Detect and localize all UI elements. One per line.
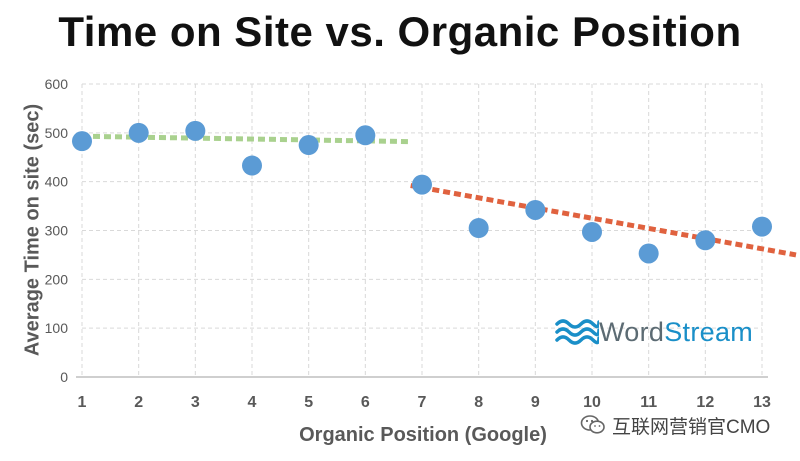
watermark-text: 互联网营销官CMO [612,416,771,438]
x-tick-labels: 1 2 3 4 5 6 7 8 9 10 11 12 13 [78,394,771,411]
chart-title: Time on Site vs. Organic Position [58,8,742,55]
watermark: 互联网营销官CMO [580,412,770,438]
data-point [242,155,262,176]
x-tick-label: 8 [474,394,483,411]
x-tick-label: 1 [78,394,87,411]
waves-icon [555,319,599,345]
y-tick-label: 600 [45,76,69,92]
y-tick-label: 100 [45,320,69,336]
y-tick-label: 400 [45,174,69,190]
x-tick-label: 4 [248,394,257,411]
x-tick-label: 3 [191,394,200,411]
x-tick-label: 5 [304,394,313,411]
trendlines [81,133,797,258]
data-point [412,174,432,195]
y-axis-label: Average Time on site (sec) [21,103,44,357]
x-tick-label: 6 [361,394,370,411]
x-tick-label: 12 [696,394,714,411]
data-point [638,243,659,264]
x-axis-label: Organic Position (Google) [299,424,547,446]
logo-text-word: Word [599,316,665,347]
data-point [298,135,319,156]
data-point [128,122,149,143]
y-tick-label: 200 [45,271,69,287]
wordstream-logo: WordStream [555,316,753,348]
x-tick-label: 11 [640,394,657,411]
x-tick-label: 2 [134,394,143,411]
y-tick-label: 500 [45,125,69,141]
x-tick-label: 10 [583,394,601,411]
x-tick-label: 13 [753,394,771,411]
data-point [695,230,716,251]
logo-text: WordStream [599,317,753,348]
y-tick-label: 300 [45,223,69,239]
data-point [185,120,206,141]
data-point [72,131,92,152]
logo-text-stream: Stream [664,316,754,347]
data-point [752,216,772,237]
x-tick-label: 7 [418,394,427,411]
trendline-2 [410,183,797,258]
x-tick-label: 9 [531,394,540,411]
y-tick-labels: 0 100 200 300 400 500 600 [45,76,69,385]
data-point [355,125,376,146]
data-point [525,199,546,220]
data-point [582,221,602,242]
data-points [72,120,772,264]
wechat-icon [580,415,605,434]
data-point [468,218,489,239]
y-tick-label: 0 [60,369,68,385]
